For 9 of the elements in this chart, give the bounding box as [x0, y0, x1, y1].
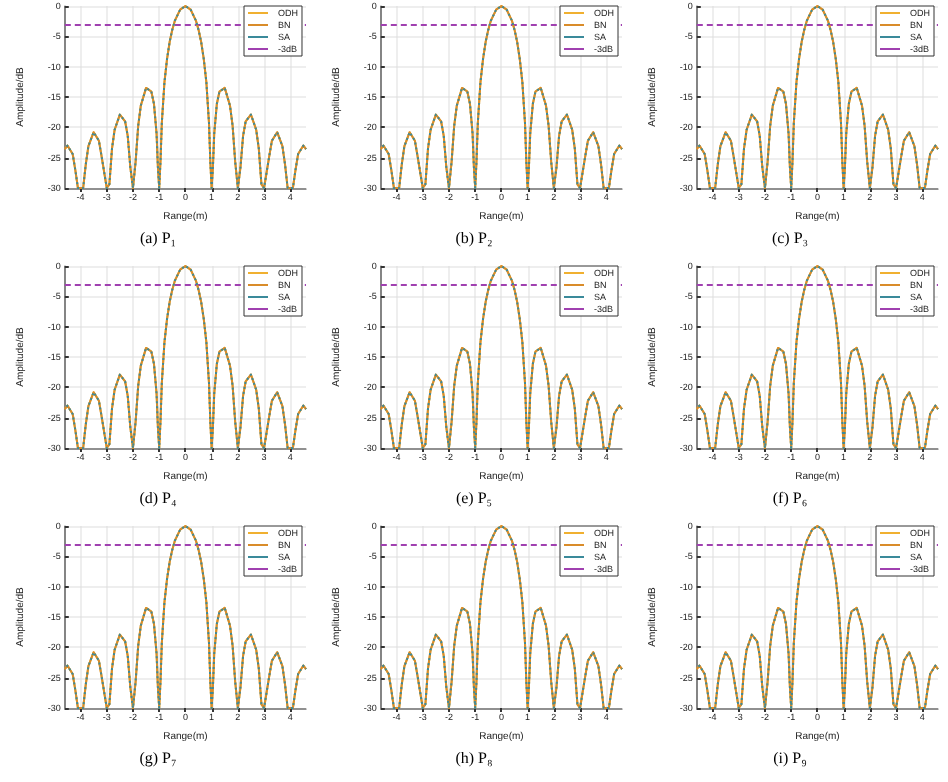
text: (b) P₂	[455, 229, 493, 247]
text: (c) P₃	[771, 229, 809, 247]
text: (f) P₆	[772, 489, 808, 507]
text: (a) P₁	[139, 229, 177, 247]
text: (g) P₇	[139, 749, 177, 767]
text: (e) P₅	[455, 489, 493, 507]
text: (h) P₈	[455, 749, 493, 767]
text: (d) P₄	[139, 489, 177, 507]
text: (i) P₉	[773, 749, 808, 767]
